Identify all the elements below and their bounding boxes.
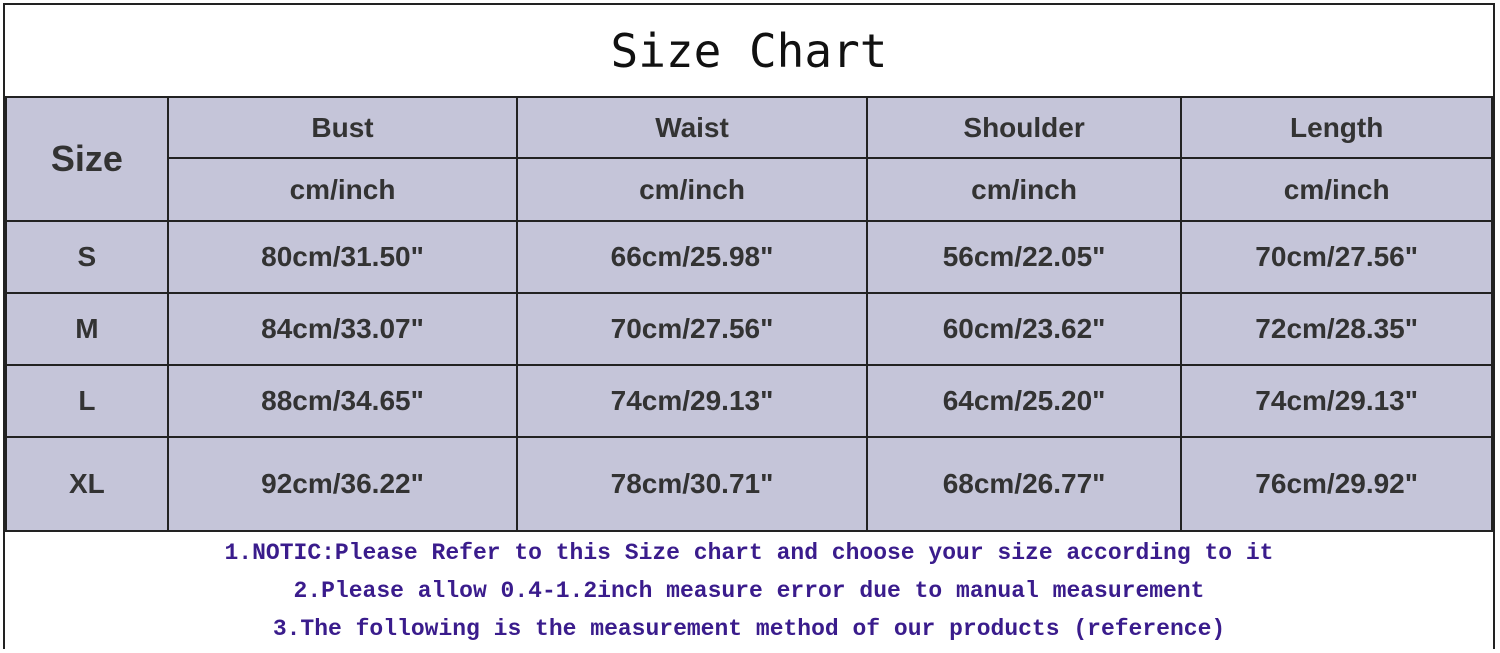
unit-label: cm/inch [516,157,868,222]
note-line: 2.Please allow 0.4-1.2inch measure error… [293,577,1205,604]
value-cell: 80cm/31.50" [166,220,519,294]
value-cell: 92cm/36.22" [166,436,519,532]
value-cell: 70cm/27.56" [516,292,868,366]
value-cell: 60cm/23.62" [865,292,1183,366]
value-cell: 72cm/28.35" [1180,292,1493,366]
value-cell: 84cm/33.07" [166,292,519,366]
size-header: Size [5,96,169,222]
size-table: Size Bust Waist Shoulder Length cm/inch … [5,96,1493,532]
size-cell: M [5,292,169,366]
table-row: S 80cm/31.50" 66cm/25.98" 56cm/22.05" 70… [5,220,1493,294]
value-cell: 56cm/22.05" [865,220,1183,294]
unit-row: cm/inch cm/inch cm/inch cm/inch [6,157,1493,222]
size-cell: XL [5,436,169,532]
note-line: 3.The following is the measurement metho… [272,615,1226,642]
value-cell: 74cm/29.13" [1180,364,1493,438]
header-row: Size Bust Waist Shoulder Length [5,96,1493,222]
notes: 1.NOTIC:Please Refer to this Size chart … [5,532,1493,649]
table-row: XL 92cm/36.22" 78cm/30.71" 68cm/26.77" 7… [5,436,1493,532]
column-header-length: Length [1180,96,1493,159]
size-cell: S [5,220,169,294]
column-header-shoulder: Shoulder [865,96,1183,159]
size-cell: L [5,364,169,438]
column-header-waist: Waist [516,96,868,159]
table-row: M 84cm/33.07" 70cm/27.56" 60cm/23.62" 72… [5,292,1493,366]
chart-title: Size Chart [610,24,888,78]
value-cell: 88cm/34.65" [166,364,519,438]
value-cell: 68cm/26.77" [865,436,1183,532]
value-cell: 74cm/29.13" [516,364,868,438]
value-cell: 66cm/25.98" [516,220,868,294]
unit-label: cm/inch [166,157,519,222]
value-cell: 70cm/27.56" [1180,220,1493,294]
note-line: 1.NOTIC:Please Refer to this Size chart … [224,539,1274,566]
unit-label: cm/inch [865,157,1183,222]
table-row: L 88cm/34.65" 74cm/29.13" 64cm/25.20" 74… [5,364,1493,438]
value-cell: 64cm/25.20" [865,364,1183,438]
column-header-bust: Bust [166,96,519,159]
value-cell: 78cm/30.71" [516,436,868,532]
size-chart: Size Chart Size Bust Waist Shoulder Leng… [3,3,1495,649]
value-cell: 76cm/29.92" [1180,436,1493,532]
unit-label: cm/inch [1180,157,1493,222]
